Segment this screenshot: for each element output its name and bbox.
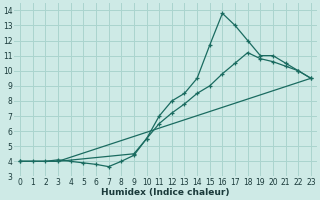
X-axis label: Humidex (Indice chaleur): Humidex (Indice chaleur): [101, 188, 230, 197]
